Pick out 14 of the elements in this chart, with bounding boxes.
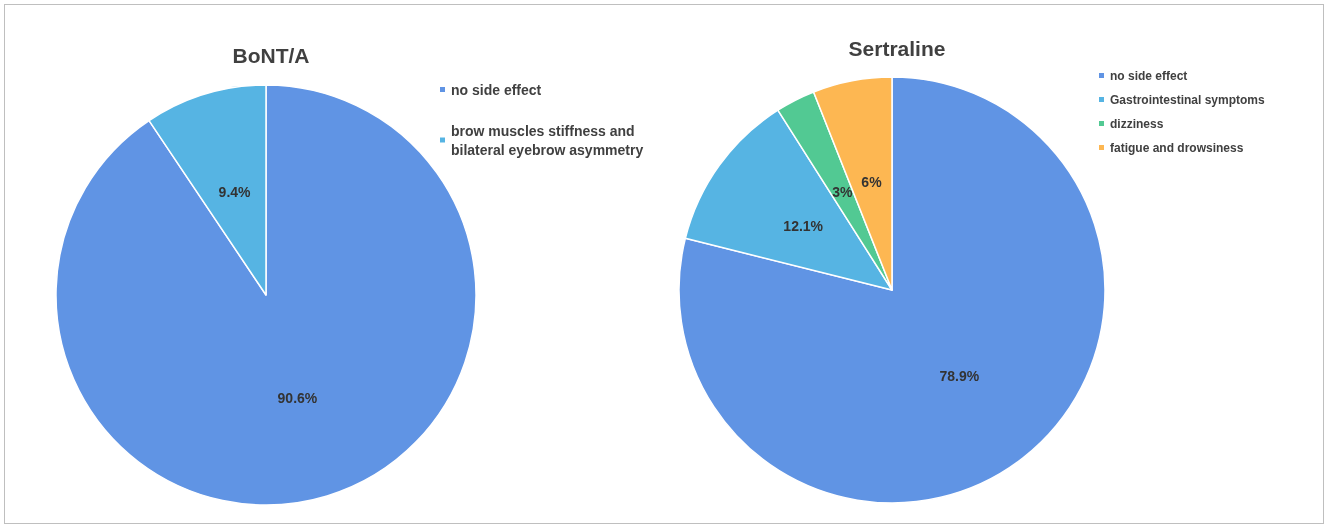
data-label: 9.4% (218, 183, 252, 200)
legend-label: no side effect (1110, 68, 1188, 83)
data-label: 12.1% (783, 217, 824, 234)
legend-label: no side effect (451, 81, 542, 98)
legend-label: dizziness (1110, 116, 1164, 131)
data-label: 78.9% (939, 368, 980, 385)
data-label: 90.6% (277, 390, 318, 407)
data-label: 3% (832, 184, 853, 201)
chart-title: Sertraline (848, 37, 946, 60)
legend-label: brow muscles stiffness and bilateral eyebrow asymmetry (451, 122, 644, 158)
data-label: 6% (861, 174, 883, 191)
legend-label: Gastrointestinal symptoms (1110, 92, 1266, 107)
legend-label: fatigue and drowsiness (1110, 140, 1244, 155)
chart-title: BoNT/A (232, 44, 310, 67)
